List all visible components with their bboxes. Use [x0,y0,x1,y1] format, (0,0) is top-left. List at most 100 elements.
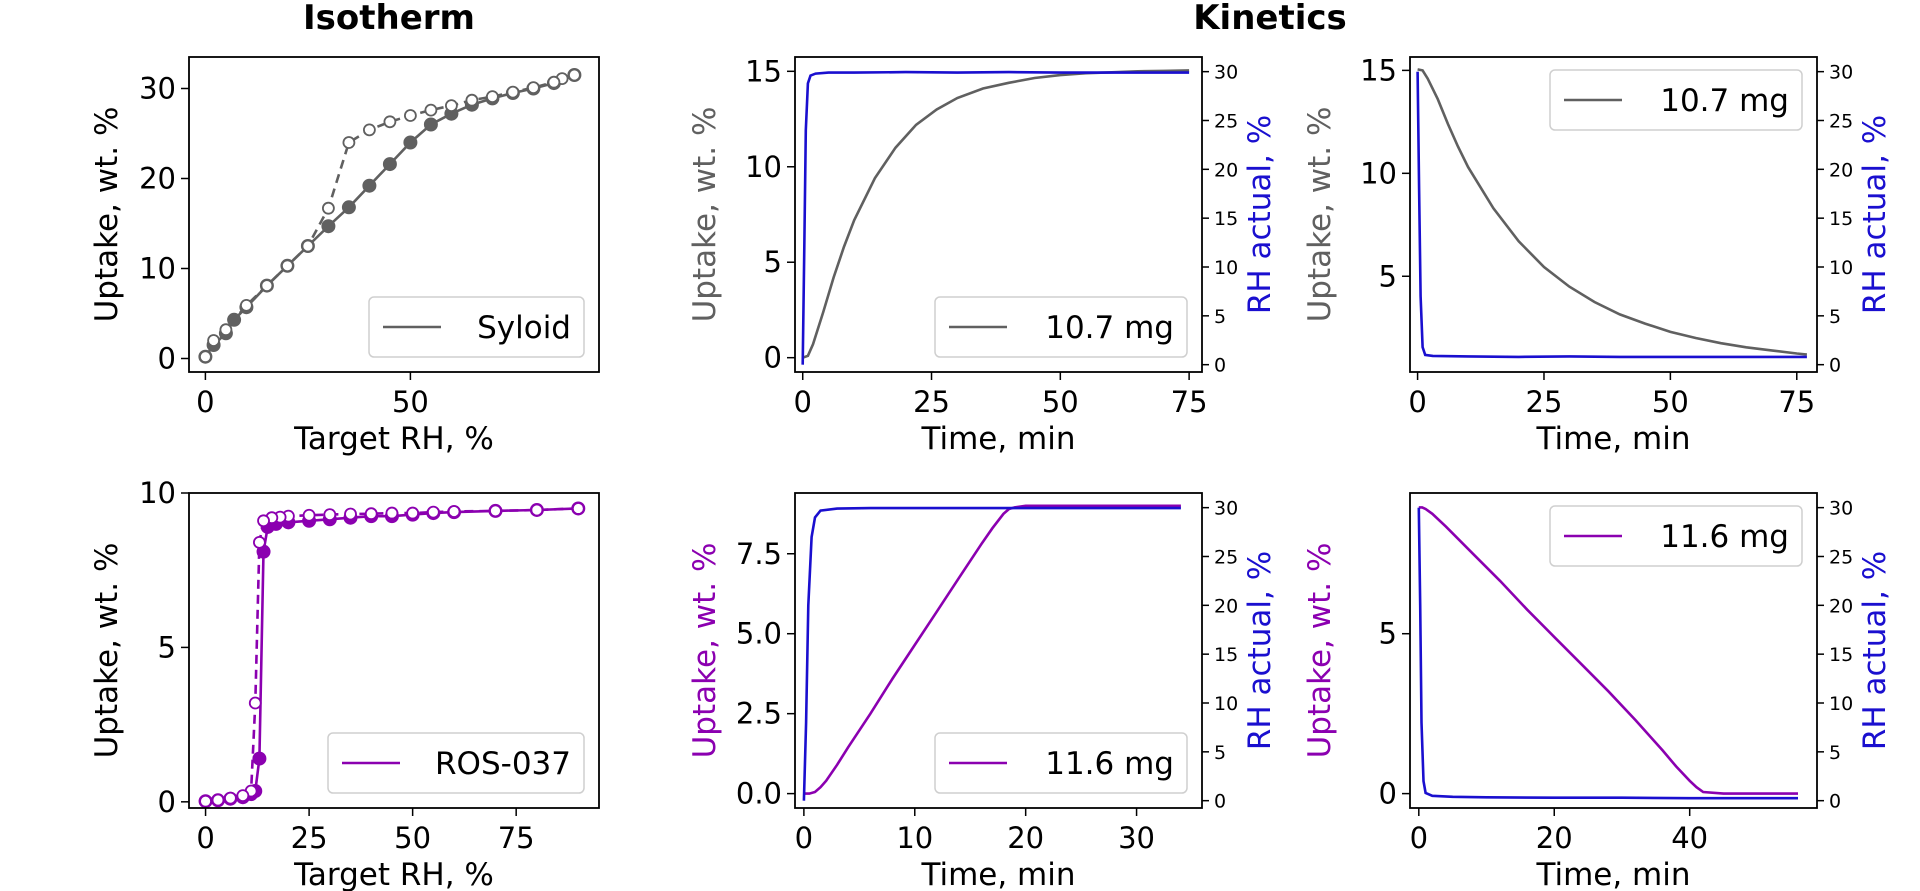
y2-tick-label: 25 [1829,546,1853,568]
y2-tick-label: 10 [1829,693,1853,715]
desorption-point [403,109,417,122]
desorption-point [485,90,499,103]
y-tick-label: 0.0 [736,777,782,811]
desorption-point [248,696,262,710]
uptake-curve [1417,68,1808,356]
plot-area [802,504,1181,801]
y2-tick-label: 10 [1214,257,1238,279]
plot-area [1417,506,1798,800]
x-tick-label: 20 [1536,821,1573,855]
x-axis-label: Time, min [1535,857,1690,891]
plot-frame [1409,492,1818,809]
y2-axis-label: RH actual, % [1242,551,1278,750]
x-axis-label: Target RH, % [293,421,494,457]
sorption-point [362,178,377,193]
legend-label: 10.7 mg [1045,310,1174,346]
legend-box [1549,69,1803,131]
desorption-point [301,239,315,253]
y2-tick-label: 20 [1214,595,1238,617]
isotherm-title: Isotherm [303,0,475,38]
x-tick-label: 50 [392,385,429,419]
desorption-point [323,508,337,522]
y-tick-label: 0 [158,342,176,376]
chart-panel-kinetics_syloid_desorption: 0 25 50 75 5 10 15 0 5 10 15 20 25 30 Time, min Uptake,… [1302,53,1893,457]
x-tick-label: 75 [498,821,535,855]
y2-tick-label: 30 [1829,498,1853,520]
desorption-point [489,504,502,518]
y-tick-label: 10 [139,476,176,510]
y-tick-label: 5 [158,630,176,664]
desorption-point [362,123,376,137]
plot-area [801,69,1190,365]
x-tick-label: 25 [1526,385,1563,419]
chart-panel-isotherm_ros037: 0 25 50 75 0 5 10 Target RH, % Uptake, wt. % ROS-… [89,476,600,891]
sorption-point [252,751,267,766]
desorption-point [406,506,420,520]
x-axis-label: Time, min [920,421,1075,457]
y2-tick-label: 20 [1214,159,1238,181]
desorption-point [207,334,221,347]
x-tick-label: 0 [196,385,214,419]
plot-frame [188,56,600,373]
y-tick-label: 0 [764,341,782,375]
y-tick-label: 10 [1360,156,1397,190]
sorption-point [321,219,336,234]
y2-tick-label: 10 [1214,693,1238,715]
legend-box [368,296,585,358]
desorption-point [424,103,438,117]
chart-panel-isotherm_syloid: 0 50 0 10 20 30 Target RH, % Uptake, wt. % Syloi… [89,56,600,457]
x-tick-label: 25 [913,385,950,419]
chart-panel-kinetics_syloid_sorption: 0 25 50 75 0 5 10 15 0 5 10 15 20 25 30 Time, min Uptake… [687,54,1278,457]
plot-frame [794,56,1203,373]
legend-box [934,732,1188,794]
x-tick-label: 0 [795,821,813,855]
x-tick-label: 0 [1408,385,1426,419]
desorption-point [239,298,253,312]
x-tick-label: 30 [1118,821,1155,855]
desorption-point [385,506,399,520]
y2-tick-label: 30 [1214,498,1238,520]
legend-label: ROS-037 [435,746,571,782]
y2-tick-label: 30 [1829,62,1853,84]
chart-panel-kinetics_ros037_desorption: 0 20 40 0 5 0 5 10 15 20 25 30 Time, min Uptake, wt. … [1302,492,1893,891]
desorption-point [342,136,356,149]
legend-box [1549,505,1803,567]
x-tick-label: 75 [1171,385,1208,419]
desorption-point [547,75,561,89]
y-tick-label: 0 [158,785,176,819]
y-tick-label: 10 [139,252,176,286]
y2-tick-label: 30 [1214,62,1238,84]
desorption-point [219,323,233,337]
y2-tick-label: 0 [1214,791,1226,813]
y2-tick-label: 25 [1829,110,1853,132]
desorption-point [224,791,237,805]
y2-tick-label: 10 [1829,257,1853,279]
desorption-point [199,794,212,808]
y2-tick-label: 15 [1829,644,1853,666]
y-tick-label: 2.5 [736,697,782,731]
y2-axis-label: RH actual, % [1242,115,1278,314]
y2-tick-label: 25 [1214,110,1238,132]
y2-tick-label: 20 [1829,159,1853,181]
rh-curve [1416,71,1807,359]
legend-label: 11.6 mg [1660,519,1789,555]
y-axis-label: Uptake, wt. % [1302,543,1338,759]
y-axis-label: Uptake, wt. % [89,543,125,759]
legend-box [327,732,585,794]
y2-tick-label: 15 [1214,208,1238,230]
legend-label: Syloid [477,310,571,346]
y-tick-label: 15 [1360,53,1397,87]
desorption-point [444,99,458,112]
y-axis-label: Uptake, wt. % [1302,107,1338,323]
plot-frame [188,492,600,809]
desorption-point [253,536,266,549]
desorption-point [280,259,294,273]
y-tick-label: 20 [139,162,176,196]
y-tick-label: 15 [745,54,782,88]
desorption-point [344,507,357,521]
plot-area [198,68,582,364]
legend-box [934,296,1188,358]
desorption-point [426,505,440,519]
y-axis-label: Uptake, wt. % [687,543,723,759]
sorption-point [423,117,438,132]
